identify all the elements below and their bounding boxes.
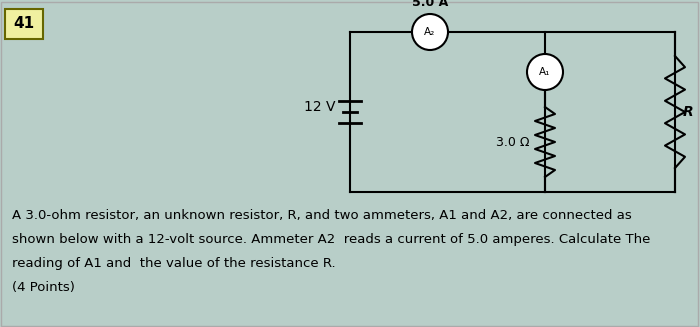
Text: 3.0 Ω: 3.0 Ω <box>496 135 530 148</box>
Text: (4 Points): (4 Points) <box>12 281 75 294</box>
Circle shape <box>412 14 448 50</box>
Bar <box>5 9 43 39</box>
Text: 12 V: 12 V <box>304 100 335 114</box>
Text: 41: 41 <box>13 16 34 31</box>
Text: reading of A1 and  the value of the resistance R.: reading of A1 and the value of the resis… <box>12 257 335 270</box>
Text: A₁: A₁ <box>539 67 551 77</box>
Text: A₂: A₂ <box>424 27 435 37</box>
Text: R: R <box>683 105 694 119</box>
Text: 5.0 A: 5.0 A <box>412 0 448 9</box>
Text: A 3.0-ohm resistor, an unknown resistor, R, and two ammeters, A1 and A2, are con: A 3.0-ohm resistor, an unknown resistor,… <box>12 209 631 222</box>
Text: shown below with a 12-volt source. Ammeter A2  reads a current of 5.0 amperes. C: shown below with a 12-volt source. Ammet… <box>12 233 650 246</box>
Circle shape <box>527 54 563 90</box>
